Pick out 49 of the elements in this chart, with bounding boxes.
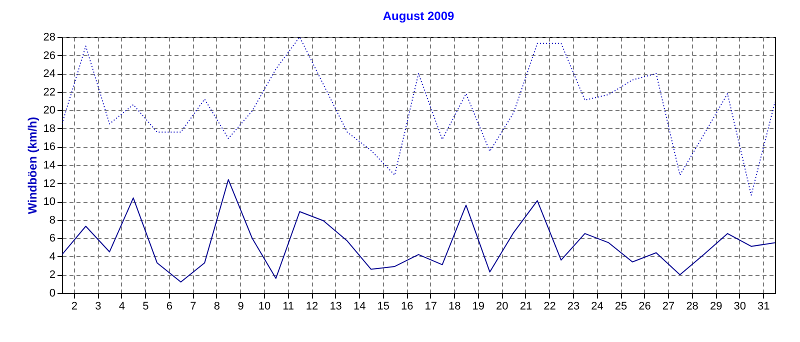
y-tick-label: 26 <box>43 50 56 62</box>
y-tick-label: 10 <box>43 196 56 208</box>
y-tick-label: 2 <box>49 269 56 282</box>
x-tick-label: 26 <box>638 300 651 312</box>
x-tick-label: 13 <box>330 300 342 312</box>
y-tick-label: 4 <box>49 250 56 263</box>
x-tick-label: 10 <box>258 300 271 312</box>
x-tick-label: 9 <box>238 300 244 312</box>
y-tick-label: 12 <box>43 178 56 190</box>
x-tick-label: 15 <box>377 300 390 312</box>
x-tick-label: 14 <box>353 300 366 312</box>
y-tick-label: 28 <box>43 32 56 44</box>
x-tick-label: 19 <box>472 300 485 312</box>
x-tick-label: 31 <box>757 300 770 312</box>
y-tick-label: 16 <box>43 141 56 154</box>
x-tick-label: 6 <box>166 300 173 312</box>
chart-title: August 2009 <box>382 9 454 23</box>
y-tick-label: 24 <box>43 68 56 80</box>
x-tick-label: 24 <box>591 300 604 312</box>
x-tick-label: 20 <box>496 300 508 312</box>
x-tick-label: 22 <box>544 300 556 312</box>
x-tick-label: 2 <box>71 300 78 312</box>
y-tick-label: 14 <box>43 160 56 172</box>
x-tick-label: 16 <box>400 300 414 312</box>
y-tick-label: 8 <box>49 214 56 226</box>
x-tick-label: 5 <box>142 300 149 312</box>
x-tick-label: 3 <box>95 300 102 312</box>
x-tick-label: 27 <box>662 300 675 312</box>
y-tick-label: 22 <box>43 86 56 98</box>
x-tick-label: 7 <box>190 300 196 312</box>
y-tick-label: 20 <box>43 104 56 117</box>
x-tick-label: 8 <box>214 300 220 312</box>
x-tick-label: 28 <box>686 300 698 312</box>
line-series <box>62 179 775 283</box>
x-tick-label: 18 <box>448 300 461 312</box>
x-tick-label: 21 <box>520 300 532 312</box>
x-tick-label: 30 <box>734 300 746 312</box>
x-tick-label: 4 <box>118 300 125 312</box>
x-tick-label: 12 <box>306 300 318 312</box>
y-tick-label: 18 <box>43 122 56 135</box>
x-tick-label: 23 <box>567 300 580 312</box>
y-tick-label: 6 <box>49 232 56 245</box>
line-series <box>62 37 775 196</box>
y-tick-label: 0 <box>49 288 56 300</box>
x-tick-label: 25 <box>614 300 628 312</box>
x-tick-label: 29 <box>710 300 722 312</box>
x-tick-label: 17 <box>424 300 438 312</box>
y-axis-title: Windböen (km/h) <box>25 116 40 214</box>
x-tick-label: 11 <box>282 300 294 312</box>
